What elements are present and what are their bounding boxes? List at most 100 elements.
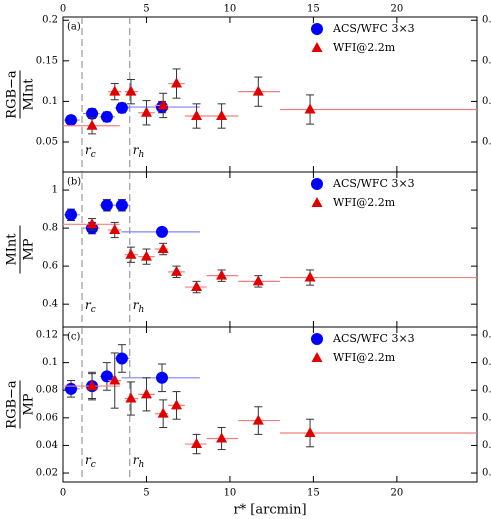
point <box>252 85 264 96</box>
point <box>304 103 316 114</box>
point <box>155 225 168 238</box>
point <box>109 85 121 96</box>
panel-frame <box>62 16 478 173</box>
reference-subscript: h <box>139 150 145 160</box>
point <box>216 269 228 280</box>
y-label: RGB−a MP <box>5 380 37 429</box>
point <box>65 382 78 395</box>
y-tick-label: 0.1 <box>482 357 491 368</box>
y-tick-label: 0.2 <box>482 15 491 26</box>
reference-symbol: r <box>133 298 140 312</box>
reference-label: rh <box>133 298 145 315</box>
reference-symbol: r <box>133 143 140 157</box>
x-label: r* [arcmin] <box>233 503 306 518</box>
y-tick-label: 0.1 <box>42 357 58 368</box>
point <box>65 114 78 127</box>
point <box>109 224 121 235</box>
point <box>86 107 99 120</box>
reference-label: rh <box>133 143 145 160</box>
y-tick-label: 0.1 <box>482 96 491 107</box>
y-tick-label: 0.05 <box>482 136 491 147</box>
reference-label: rc <box>85 453 96 470</box>
reference-subscript: h <box>139 305 145 315</box>
point <box>157 243 169 254</box>
y-tick-label: 0.04 <box>36 440 58 451</box>
reference-subscript: h <box>139 460 145 470</box>
legend-marker <box>311 23 323 35</box>
reference-label: rh <box>133 453 145 470</box>
reference-label: rc <box>85 298 96 315</box>
legend-marker <box>311 197 323 207</box>
panel-frame <box>62 326 478 483</box>
legend-marker <box>311 178 323 190</box>
legend-label: ACS/WFC 3×3 <box>332 22 415 35</box>
y-label: RGB−a MInt <box>5 70 37 119</box>
y-tick-label: 0.12 <box>36 330 58 341</box>
y-tick-label: 0.08 <box>482 385 491 396</box>
y-label-num: MInt <box>5 233 20 266</box>
legend-label: ACS/WFC 3×3 <box>332 332 415 345</box>
reference-symbol: r <box>85 298 92 312</box>
y-tick-label: 0.4 <box>42 299 58 310</box>
reference-subscript: c <box>91 305 96 315</box>
point <box>191 438 203 449</box>
y-label-den: MP <box>22 393 37 415</box>
point <box>115 101 128 114</box>
point <box>109 374 121 385</box>
x-tick-label: 20 <box>391 4 404 15</box>
x-tick-label: 0 <box>60 4 66 15</box>
y-tick-label: 0.08 <box>36 385 58 396</box>
y-tick-label: 0.6 <box>42 261 58 272</box>
y-tick-label: 0.15 <box>482 55 491 66</box>
legend-marker <box>311 352 323 362</box>
reference-label: rc <box>85 143 96 160</box>
point <box>115 352 128 365</box>
point <box>115 199 128 212</box>
point <box>157 99 169 110</box>
point <box>304 271 316 282</box>
legend-marker <box>311 42 323 52</box>
y-tick-label: 0.02 <box>482 468 491 479</box>
point <box>86 380 98 391</box>
y-tick-label: 0.15 <box>36 55 58 66</box>
point <box>125 248 137 259</box>
reference-subscript: c <box>91 460 96 470</box>
panel-frame <box>62 171 478 328</box>
reference-symbol: r <box>133 453 140 467</box>
y-label-den: MInt <box>22 78 37 111</box>
y-tick-label: 0.1 <box>42 96 58 107</box>
y-tick-label: 0.05 <box>36 136 58 147</box>
point <box>65 208 78 221</box>
panel-label: (c) <box>67 332 81 343</box>
x-tick-label: 0 <box>60 488 66 499</box>
point <box>171 265 183 276</box>
y-tick-label: 0.06 <box>36 412 58 423</box>
x-tick-label: 10 <box>224 488 237 499</box>
x-tick-label: 15 <box>307 488 320 499</box>
x-tick-label: 5 <box>143 4 149 15</box>
legend-label: WFI@2.2m <box>333 351 396 364</box>
legend-label: WFI@2.2m <box>333 196 396 209</box>
legend-marker <box>311 333 323 345</box>
point <box>125 392 137 403</box>
point <box>191 281 203 292</box>
panel-label: (a) <box>67 22 81 33</box>
x-tick-label: 10 <box>224 4 237 15</box>
point <box>157 407 169 418</box>
point <box>216 432 228 443</box>
point <box>86 119 98 130</box>
point <box>100 370 113 383</box>
point <box>304 427 316 438</box>
point <box>191 110 203 121</box>
x-tick-label: 20 <box>391 488 404 499</box>
point <box>140 250 152 261</box>
y-label-num: RGB−a <box>5 70 20 119</box>
point <box>100 110 113 123</box>
y-tick-label: 0.8 <box>42 223 58 234</box>
x-tick-label: 5 <box>143 488 149 499</box>
point <box>171 399 183 410</box>
y-tick-label: 0.02 <box>36 468 58 479</box>
point <box>252 414 264 425</box>
point <box>140 388 152 399</box>
